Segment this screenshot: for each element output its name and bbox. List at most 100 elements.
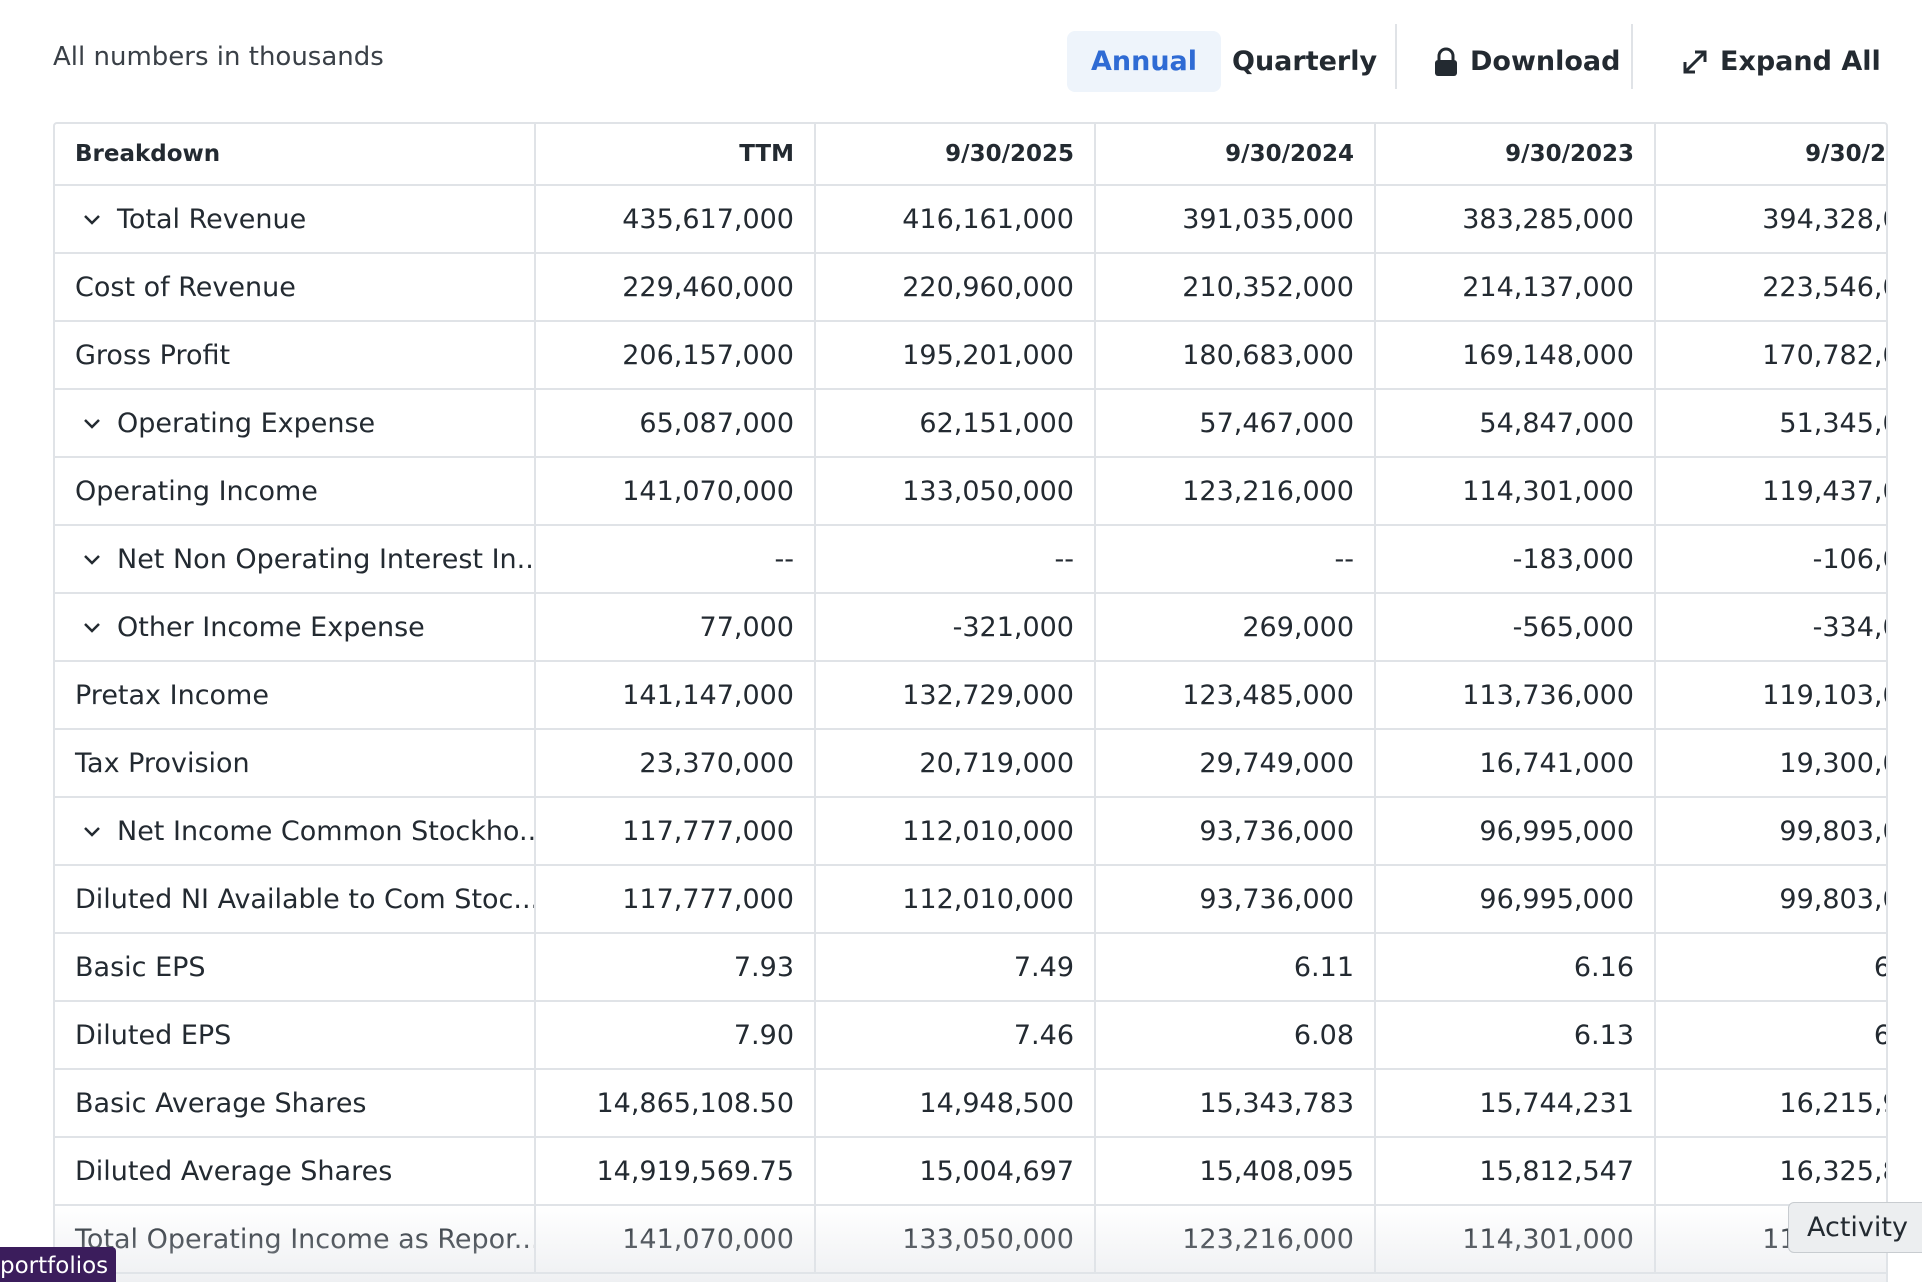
value-cell: 170,782,000 bbox=[1654, 320, 1886, 390]
value-cell: -- bbox=[1094, 524, 1376, 594]
value-cell: 141,070,000 bbox=[534, 456, 816, 526]
value-cell: 15,812,547 bbox=[1374, 1136, 1656, 1206]
value-cell: 77,000 bbox=[534, 592, 816, 662]
value-cell: 112,010,000 bbox=[814, 864, 1096, 934]
value-cell: -183,000 bbox=[1374, 524, 1656, 594]
value-cell: 206,157,000 bbox=[534, 320, 816, 390]
separator bbox=[1631, 24, 1633, 89]
value-cell: -565,000 bbox=[1374, 592, 1656, 662]
row-label: Basic Average Shares bbox=[75, 1087, 367, 1119]
row-label: Operating Expense bbox=[117, 407, 376, 439]
table-row: Operating Income 141,070,000 133,050,000 12… bbox=[55, 456, 1886, 526]
value-cell: 123,216,000 bbox=[1094, 456, 1376, 526]
row-label-cell: Diluted EPS bbox=[55, 1000, 536, 1070]
expand-icon bbox=[1683, 50, 1707, 73]
row-label-cell: Gross Profit bbox=[55, 320, 536, 390]
value-cell: -106,000 bbox=[1654, 524, 1886, 594]
download-button[interactable]: Download bbox=[1434, 31, 1620, 92]
value-cell: 394,328,000 bbox=[1654, 184, 1886, 254]
value-cell: 16,325,819 bbox=[1654, 1136, 1886, 1206]
tooltip: Activity bbox=[1788, 1202, 1922, 1253]
value-cell: 113,736,000 bbox=[1374, 660, 1656, 730]
column-header: 9/30/2025 bbox=[814, 124, 1096, 186]
expand-chevron[interactable] bbox=[81, 213, 103, 227]
value-cell: 416,161,000 bbox=[814, 184, 1096, 254]
value-cell: 6.11 bbox=[1654, 1000, 1886, 1070]
expand-chevron[interactable] bbox=[81, 553, 103, 567]
expand-chevron[interactable] bbox=[81, 825, 103, 839]
value-cell: 223,546,000 bbox=[1654, 252, 1886, 322]
row-label: Diluted EPS bbox=[75, 1019, 232, 1051]
value-cell: 15,744,231 bbox=[1374, 1068, 1656, 1138]
table-row: Diluted NI Available to Com Stoc... 117,7… bbox=[55, 864, 1886, 934]
period-tab[interactable]: Annual bbox=[1067, 31, 1222, 92]
row-label: Diluted Average Shares bbox=[75, 1155, 393, 1187]
value-cell: 62,151,000 bbox=[814, 388, 1096, 458]
row-label: Cost of Revenue bbox=[75, 271, 296, 303]
table-row: Net Non Operating Interest In... -- -- -- -1… bbox=[55, 524, 1886, 594]
value-cell: 96,995,000 bbox=[1374, 796, 1656, 866]
row-label: Total Revenue bbox=[117, 203, 307, 235]
table-row: Tax Provision 23,370,000 20,719,000 29,749,… bbox=[55, 728, 1886, 798]
table-row: Total Revenue 435,617,000 416,161,000 391,0… bbox=[55, 184, 1886, 254]
value-cell: 195,201,000 bbox=[814, 320, 1096, 390]
row-label: Net Non Operating Interest In... bbox=[117, 543, 535, 575]
row-label-cell: Cost of Revenue bbox=[55, 252, 536, 322]
period-tab[interactable]: Quarterly bbox=[1232, 46, 1378, 77]
expand-chevron[interactable] bbox=[81, 417, 103, 431]
value-cell: 169,148,000 bbox=[1374, 320, 1656, 390]
row-label: Diluted NI Available to Com Stoc... bbox=[75, 883, 535, 915]
row-label-cell: Basic Average Shares bbox=[55, 1068, 536, 1138]
value-cell: 65,087,000 bbox=[534, 388, 816, 458]
scroll-fade bbox=[53, 1205, 1888, 1282]
value-cell: 141,147,000 bbox=[534, 660, 816, 730]
row-label-cell: Basic EPS bbox=[55, 932, 536, 1002]
expand-all-button[interactable]: Expand All bbox=[1682, 31, 1881, 92]
row-label-cell: Diluted Average Shares bbox=[55, 1136, 536, 1206]
value-cell: 117,777,000 bbox=[534, 796, 816, 866]
value-cell: 16,215,963 bbox=[1654, 1068, 1886, 1138]
value-cell: 180,683,000 bbox=[1094, 320, 1376, 390]
value-cell: 117,777,000 bbox=[534, 864, 816, 934]
value-cell: 269,000 bbox=[1094, 592, 1376, 662]
value-cell: -334,000 bbox=[1654, 592, 1886, 662]
row-label: Operating Income bbox=[75, 475, 318, 507]
value-cell: 6.08 bbox=[1094, 1000, 1376, 1070]
row-label-cell: Total Revenue bbox=[55, 184, 536, 254]
value-cell: 391,035,000 bbox=[1094, 184, 1376, 254]
value-cell: -- bbox=[534, 524, 816, 594]
table-row: Basic Average Shares 14,865,108.50 14,948,… bbox=[55, 1068, 1886, 1138]
row-label: Net Income Common Stockho... bbox=[117, 815, 535, 847]
row-label-cell: Diluted NI Available to Com Stoc... bbox=[55, 864, 536, 934]
value-cell: 7.93 bbox=[534, 932, 816, 1002]
value-cell: 112,010,000 bbox=[814, 796, 1096, 866]
row-label-cell: Other Income Expense bbox=[55, 592, 536, 662]
expand-chevron[interactable] bbox=[81, 621, 103, 635]
column-header: 9/30/2022 bbox=[1654, 124, 1886, 186]
portfolio-tag[interactable]: portfolios bbox=[0, 1247, 116, 1282]
download-label: Download bbox=[1470, 46, 1621, 77]
table-row: Operating Expense 65,087,000 62,151,000 57,… bbox=[55, 388, 1886, 458]
value-cell: 99,803,000 bbox=[1654, 796, 1886, 866]
row-label-cell: Operating Income bbox=[55, 456, 536, 526]
row-label: Tax Provision bbox=[75, 747, 250, 779]
value-cell: 210,352,000 bbox=[1094, 252, 1376, 322]
value-cell: 6.13 bbox=[1374, 1000, 1656, 1070]
value-cell: 29,749,000 bbox=[1094, 728, 1376, 798]
value-cell: 96,995,000 bbox=[1374, 864, 1656, 934]
row-label: Basic EPS bbox=[75, 951, 206, 983]
value-cell: 51,345,000 bbox=[1654, 388, 1886, 458]
value-cell: 7.90 bbox=[534, 1000, 816, 1070]
value-cell: 99,803,000 bbox=[1654, 864, 1886, 934]
value-cell: 15,408,095 bbox=[1094, 1136, 1376, 1206]
value-cell: 23,370,000 bbox=[534, 728, 816, 798]
value-cell: 19,300,000 bbox=[1654, 728, 1886, 798]
value-cell: 133,050,000 bbox=[814, 456, 1096, 526]
column-header: 9/30/2024 bbox=[1094, 124, 1376, 186]
column-header: Breakdown bbox=[55, 124, 536, 186]
value-cell: 93,736,000 bbox=[1094, 864, 1376, 934]
row-label: Pretax Income bbox=[75, 679, 269, 711]
value-cell: 114,301,000 bbox=[1374, 456, 1656, 526]
value-cell: 54,847,000 bbox=[1374, 388, 1656, 458]
